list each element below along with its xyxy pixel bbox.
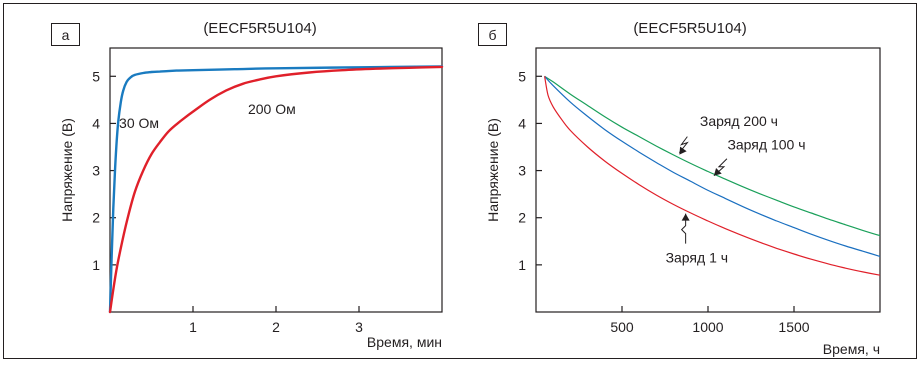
panel-b-axes-box (535, 47, 881, 313)
panel-b-xtick-label: 1500 (778, 319, 809, 335)
panel-a-annotation: 200 Ом (248, 101, 296, 117)
panel-a-ylabel: Напряжение (В) (59, 118, 75, 222)
panel-b-label-box (478, 23, 507, 46)
panel-a-ytick-label: 5 (92, 68, 100, 84)
panel-a-label: а (62, 27, 70, 43)
panel-b-xtick-label: 500 (610, 319, 634, 335)
panel-b-ytick-label: 1 (518, 257, 526, 273)
panel-a-xlabel: Время, мин (367, 334, 442, 350)
panel-a-series-line-1 (108, 65, 444, 314)
panel-b-ytick-label: 3 (518, 163, 526, 179)
panel-b-xtick-label: 1000 (692, 319, 723, 335)
panel-a: а (EECF5R5U104) Напряжение (В) Время, ми… (51, 20, 444, 350)
panel-a-series-line-2 (108, 65, 444, 314)
panel-a-ytick-label: 1 (92, 257, 100, 273)
panel-a-ytick-label: 4 (92, 115, 100, 131)
panel-a-annotation: 30 Ом (119, 115, 159, 131)
panel-b: б (EECF5R5U104) Напряжение (В) Время, ч … (478, 20, 881, 357)
panel-a-plot: 1 2 3 4 5 1 2 3 30 Ом 200 Ом (92, 47, 444, 335)
panel-a-ytick-label: 2 (92, 210, 100, 226)
panel-b-arrowhead (713, 168, 722, 176)
figure-frame (3, 3, 917, 359)
panel-a-xtick-label: 2 (272, 319, 280, 335)
panel-a-ytick-label: 3 (92, 163, 100, 179)
panel-a-axes-box (109, 47, 443, 313)
panel-a-xtick-label: 1 (189, 319, 197, 335)
panel-b-annotation: Заряд 200 ч (700, 113, 778, 129)
panel-b-leader-1h (680, 213, 687, 244)
panel-b-leader-200h (678, 136, 689, 153)
panel-b-annotation: Заряд 1 ч (666, 250, 728, 266)
panel-b-series-line-2 (544, 75, 881, 257)
panel-b-plot: 1 2 3 4 5 500 1000 1500 Заряд 200 ч Заряд 100 ч За… (518, 47, 881, 335)
panel-b-series-line-3 (544, 76, 881, 276)
panel-a-title: (EECF5R5U104) (203, 20, 316, 37)
panel-b-ytick-label: 5 (518, 68, 526, 84)
panel-b-series-line-1 (544, 75, 881, 237)
panel-b-ylabel: Напряжение (В) (485, 118, 501, 222)
panel-b-ytick-label: 4 (518, 115, 526, 131)
panel-b-ytick-label: 2 (518, 210, 526, 226)
panel-b-annotation: Заряд 100 ч (727, 136, 805, 152)
panel-b-arrowhead (679, 146, 687, 155)
panel-b-xlabel: Время, ч (823, 341, 880, 357)
panel-b-title: (EECF5R5U104) (633, 20, 746, 37)
panel-a-xtick-label: 3 (355, 319, 363, 335)
panel-b-arrowhead (681, 213, 690, 221)
panel-a-label-box (51, 23, 80, 46)
panel-b-label: б (488, 27, 496, 43)
